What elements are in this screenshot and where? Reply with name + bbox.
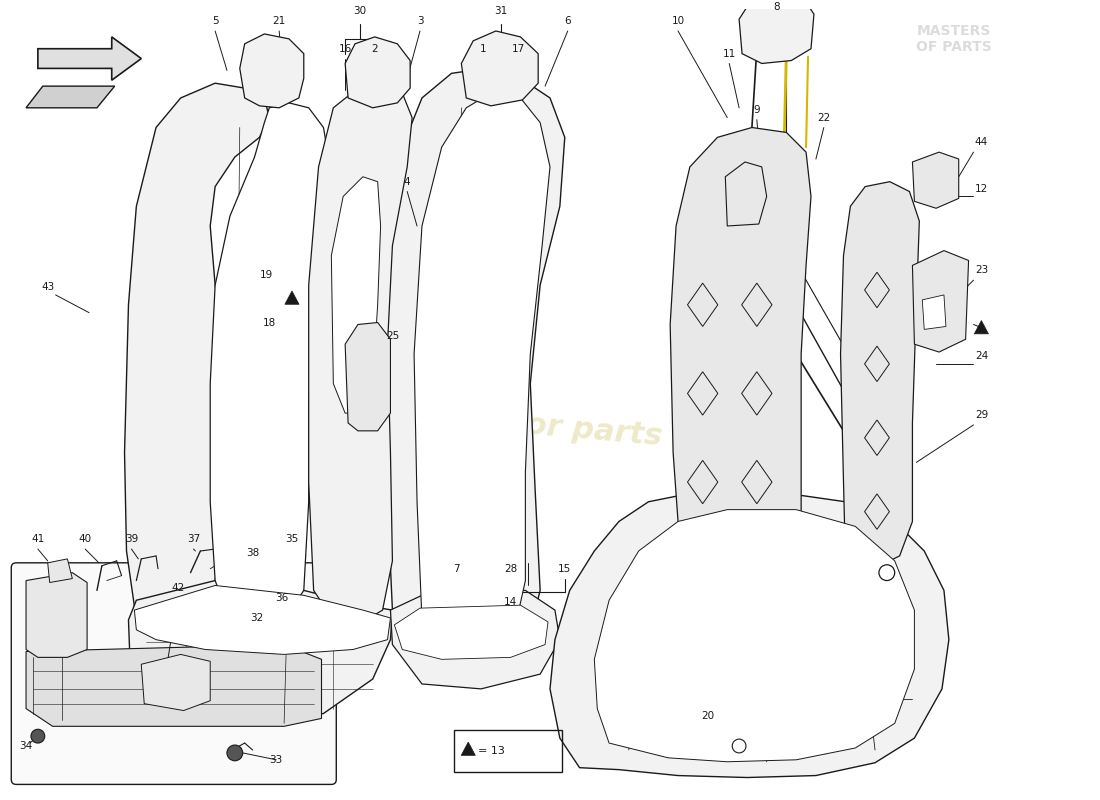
Text: = 13: = 13 bbox=[478, 746, 505, 756]
Text: 22: 22 bbox=[817, 113, 830, 122]
Text: 40: 40 bbox=[78, 534, 91, 544]
Text: 43: 43 bbox=[41, 282, 54, 292]
Text: 15: 15 bbox=[558, 564, 571, 574]
Polygon shape bbox=[550, 492, 949, 778]
Polygon shape bbox=[461, 31, 538, 106]
Polygon shape bbox=[26, 645, 321, 726]
Text: 8: 8 bbox=[773, 2, 780, 12]
Text: 4: 4 bbox=[404, 177, 410, 186]
Text: 24: 24 bbox=[975, 351, 988, 361]
Polygon shape bbox=[26, 573, 87, 658]
Text: 9: 9 bbox=[754, 105, 760, 114]
Text: 21: 21 bbox=[273, 16, 286, 26]
Text: 5: 5 bbox=[212, 16, 219, 26]
Text: 36: 36 bbox=[275, 594, 288, 603]
Polygon shape bbox=[739, 0, 814, 63]
Text: 30: 30 bbox=[353, 6, 366, 16]
Text: 31: 31 bbox=[494, 6, 507, 16]
Polygon shape bbox=[124, 83, 270, 645]
Text: 16: 16 bbox=[339, 44, 352, 54]
Polygon shape bbox=[594, 510, 914, 762]
Text: 44: 44 bbox=[975, 138, 988, 147]
Text: MASTERS
OF PARTS: MASTERS OF PARTS bbox=[916, 24, 992, 54]
Text: 41: 41 bbox=[31, 534, 44, 544]
Circle shape bbox=[31, 730, 45, 743]
Polygon shape bbox=[975, 321, 989, 334]
Polygon shape bbox=[37, 37, 141, 80]
Text: 35: 35 bbox=[285, 534, 298, 544]
Text: 6: 6 bbox=[564, 16, 571, 26]
Polygon shape bbox=[912, 250, 969, 352]
Text: 19: 19 bbox=[260, 270, 273, 280]
Text: 20: 20 bbox=[701, 711, 714, 722]
Text: 42: 42 bbox=[172, 583, 185, 594]
Polygon shape bbox=[345, 37, 410, 108]
Polygon shape bbox=[912, 152, 959, 208]
Text: 10: 10 bbox=[671, 16, 684, 26]
Text: 29: 29 bbox=[975, 410, 988, 420]
Polygon shape bbox=[395, 605, 548, 659]
Text: 2: 2 bbox=[372, 44, 378, 54]
Text: 38: 38 bbox=[246, 548, 260, 558]
Text: 17: 17 bbox=[512, 44, 525, 54]
Polygon shape bbox=[922, 295, 946, 330]
Text: 37: 37 bbox=[187, 534, 200, 544]
Polygon shape bbox=[210, 103, 329, 630]
Polygon shape bbox=[725, 162, 767, 226]
Text: 14: 14 bbox=[504, 598, 517, 607]
Polygon shape bbox=[26, 86, 114, 108]
Text: 11: 11 bbox=[723, 49, 736, 58]
Polygon shape bbox=[309, 83, 412, 625]
Polygon shape bbox=[390, 590, 560, 689]
Text: 1: 1 bbox=[480, 44, 486, 54]
Text: 3: 3 bbox=[417, 16, 424, 26]
Polygon shape bbox=[285, 291, 299, 304]
Polygon shape bbox=[240, 34, 304, 108]
Polygon shape bbox=[840, 182, 920, 569]
Text: 23: 23 bbox=[975, 266, 988, 275]
Text: 7: 7 bbox=[453, 564, 460, 574]
Text: 25: 25 bbox=[386, 331, 399, 342]
Circle shape bbox=[227, 745, 243, 761]
Text: 28: 28 bbox=[504, 564, 517, 574]
FancyBboxPatch shape bbox=[11, 563, 337, 785]
Polygon shape bbox=[129, 581, 393, 723]
Polygon shape bbox=[670, 127, 811, 546]
Text: 39: 39 bbox=[124, 534, 139, 544]
Polygon shape bbox=[461, 742, 475, 755]
Polygon shape bbox=[47, 559, 73, 582]
Polygon shape bbox=[134, 586, 390, 654]
Text: 33: 33 bbox=[270, 754, 283, 765]
Text: 34: 34 bbox=[20, 741, 33, 751]
Text: 18: 18 bbox=[263, 318, 276, 327]
Text: 12: 12 bbox=[975, 183, 988, 194]
Polygon shape bbox=[345, 322, 390, 431]
Text: a passion for parts: a passion for parts bbox=[338, 394, 663, 451]
Polygon shape bbox=[331, 177, 381, 413]
Text: 32: 32 bbox=[250, 613, 263, 623]
Polygon shape bbox=[385, 69, 564, 645]
Polygon shape bbox=[141, 654, 210, 710]
Polygon shape bbox=[414, 93, 550, 634]
